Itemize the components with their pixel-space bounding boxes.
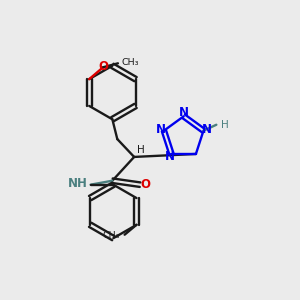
Text: H: H [221, 120, 229, 130]
Text: N: N [202, 123, 212, 136]
Text: N: N [156, 123, 166, 136]
Text: H: H [137, 145, 145, 155]
Text: CH₃: CH₃ [122, 58, 140, 67]
Text: N: N [164, 150, 174, 163]
Text: O: O [140, 178, 150, 191]
Text: CH₃: CH₃ [102, 231, 120, 240]
Text: N: N [179, 106, 189, 119]
Text: NH: NH [68, 177, 88, 190]
Text: O: O [98, 60, 108, 73]
